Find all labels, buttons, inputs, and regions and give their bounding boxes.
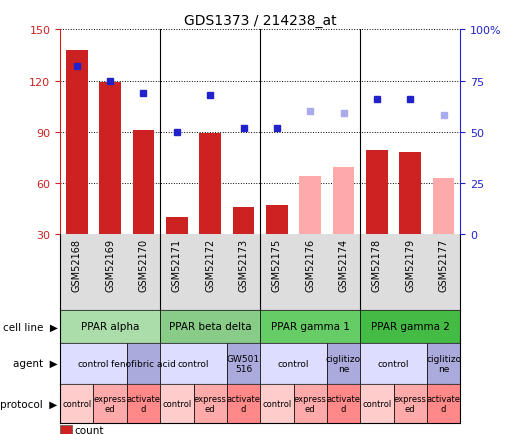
Text: GSM52170: GSM52170 [139,238,149,291]
Text: activate
d: activate d [127,394,161,413]
Text: control: control [78,359,109,368]
Text: GSM52178: GSM52178 [372,238,382,291]
Bar [427,384,460,423]
Text: PPAR gamma 2: PPAR gamma 2 [371,322,450,332]
Bar [327,384,360,423]
Bar [327,343,360,384]
Text: count: count [75,425,104,434]
Text: activate
d: activate d [326,394,360,413]
Text: GSM52171: GSM52171 [172,238,182,291]
Bar [293,384,327,423]
Bar [233,207,254,286]
Text: express
ed: express ed [294,394,327,413]
Bar [60,343,127,384]
Bar [360,310,460,343]
Text: GSM52169: GSM52169 [105,238,115,291]
Text: GSM52174: GSM52174 [338,238,348,291]
Text: control: control [362,399,392,408]
Text: cell line  ▶: cell line ▶ [3,322,58,332]
Bar [260,384,293,423]
Bar [400,153,421,286]
Text: GSM52176: GSM52176 [305,238,315,291]
Text: GSM52179: GSM52179 [405,238,415,291]
Text: activate
d: activate d [427,394,461,413]
Bar [333,168,355,286]
Bar [127,343,160,384]
Bar [66,51,88,286]
Bar [260,310,360,343]
Text: control: control [278,359,309,368]
Text: GSM52177: GSM52177 [439,238,449,291]
Text: PPAR gamma 1: PPAR gamma 1 [271,322,350,332]
Bar [360,384,393,423]
Text: express
ed: express ed [394,394,427,413]
Bar [227,343,260,384]
Text: GSM52173: GSM52173 [238,238,248,291]
Text: express
ed: express ed [194,394,226,413]
Text: GSM52175: GSM52175 [272,238,282,291]
Text: PPAR beta delta: PPAR beta delta [169,322,252,332]
Text: GW501
516: GW501 516 [227,354,260,373]
Bar [199,134,221,286]
Bar [194,384,227,423]
Bar [260,343,327,384]
Bar [160,343,227,384]
Bar [60,384,94,423]
Text: GSM52172: GSM52172 [205,238,215,291]
Text: control: control [162,399,191,408]
Text: control: control [62,399,92,408]
Bar [166,217,188,286]
Text: ciglitizo
ne: ciglitizo ne [326,354,361,373]
Bar [99,83,121,286]
Text: control: control [178,359,209,368]
Bar [393,384,427,423]
Bar [94,384,127,423]
Bar [60,310,160,343]
Text: control: control [378,359,410,368]
Bar [127,384,160,423]
Text: PPAR alpha: PPAR alpha [81,322,139,332]
Text: control: control [262,399,291,408]
Bar [266,205,288,286]
Bar [133,131,154,286]
Text: fenofibric acid: fenofibric acid [111,359,176,368]
Text: agent  ▶: agent ▶ [13,358,58,368]
Bar [366,151,388,286]
Bar [227,384,260,423]
Bar [160,310,260,343]
Title: GDS1373 / 214238_at: GDS1373 / 214238_at [184,14,336,28]
Bar [160,384,194,423]
Text: express
ed: express ed [94,394,127,413]
Bar [427,343,460,384]
Text: GSM52168: GSM52168 [72,238,82,291]
Text: ciglitizo
ne: ciglitizo ne [426,354,461,373]
Text: activate
d: activate d [226,394,260,413]
Bar [433,178,454,286]
Text: protocol  ▶: protocol ▶ [1,399,58,408]
Bar [299,177,321,286]
Bar [360,343,427,384]
